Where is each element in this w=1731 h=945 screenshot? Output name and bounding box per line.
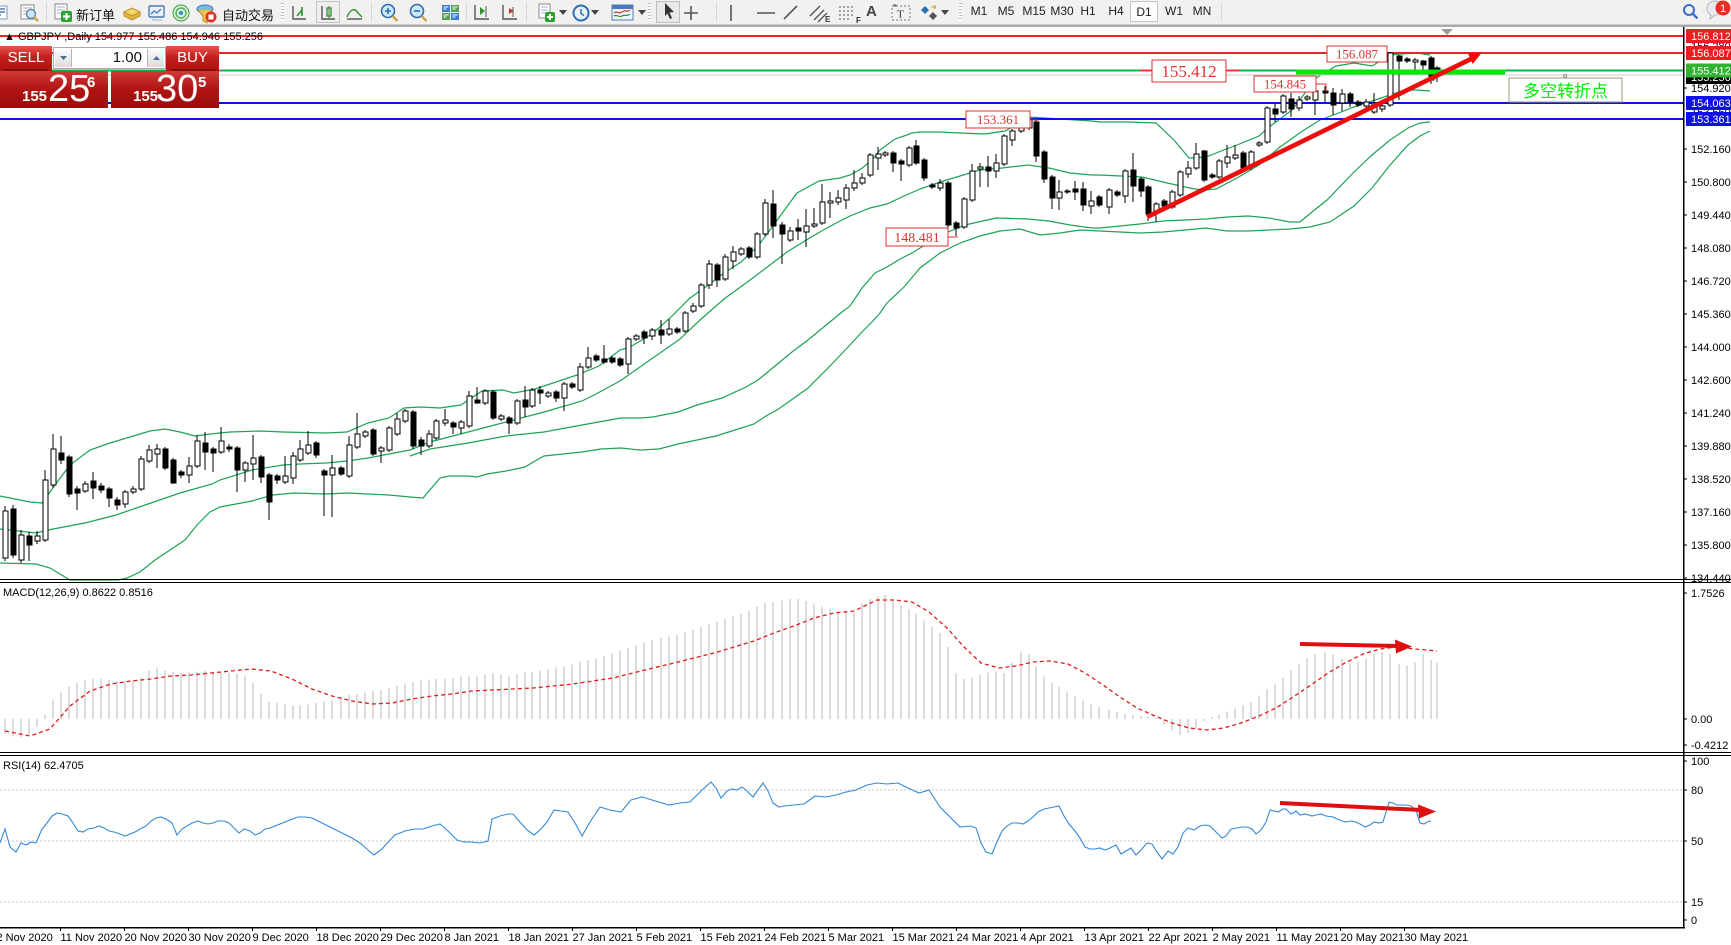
- svg-text:0.00: 0.00: [1691, 714, 1712, 726]
- svg-text:24 Mar 2021: 24 Mar 2021: [957, 932, 1019, 944]
- svg-text:154.920: 154.920: [1691, 83, 1731, 95]
- svg-text:134.440: 134.440: [1691, 573, 1731, 585]
- svg-text:139.880: 139.880: [1691, 441, 1731, 453]
- svg-text:MACD(12,26,9) 0.8622 0.8516: MACD(12,26,9) 0.8622 0.8516: [3, 587, 153, 599]
- svg-text:RSI(14) 62.4705: RSI(14) 62.4705: [3, 760, 84, 772]
- svg-text:154.063: 154.063: [1691, 98, 1731, 110]
- svg-text:4 Apr 2021: 4 Apr 2021: [1021, 932, 1074, 944]
- svg-text:30 Nov 2020: 30 Nov 2020: [189, 932, 251, 944]
- svg-text:8 Jan 2021: 8 Jan 2021: [445, 932, 499, 944]
- svg-text:149.440: 149.440: [1691, 210, 1731, 222]
- svg-text:18 Jan 2021: 18 Jan 2021: [509, 932, 570, 944]
- svg-text:30 May 2021: 30 May 2021: [1405, 932, 1469, 944]
- svg-text:2 Nov 2020: 2 Nov 2020: [0, 932, 53, 944]
- svg-text:F: F: [856, 16, 861, 24]
- svg-text:11 Nov 2020: 11 Nov 2020: [61, 932, 123, 944]
- svg-text:5 Feb 2021: 5 Feb 2021: [637, 932, 693, 944]
- svg-text:29 Dec 2020: 29 Dec 2020: [381, 932, 443, 944]
- svg-text:0: 0: [1691, 915, 1697, 927]
- svg-text:137.160: 137.160: [1691, 507, 1731, 519]
- svg-text:155.412: 155.412: [1691, 66, 1731, 78]
- svg-text:156.812: 156.812: [1691, 31, 1731, 43]
- svg-text:145.360: 145.360: [1691, 309, 1731, 321]
- svg-text:5 Mar 2021: 5 Mar 2021: [829, 932, 885, 944]
- svg-text:155.412: 155.412: [1161, 62, 1216, 81]
- svg-text:150.800: 150.800: [1691, 177, 1731, 189]
- svg-text:146.720: 146.720: [1691, 276, 1731, 288]
- svg-text:148.481: 148.481: [894, 231, 940, 246]
- svg-text:13 Apr 2021: 13 Apr 2021: [1085, 932, 1144, 944]
- svg-text:15: 15: [1691, 897, 1703, 909]
- svg-text:2 May 2021: 2 May 2021: [1213, 932, 1270, 944]
- svg-text:15 Feb 2021: 15 Feb 2021: [701, 932, 763, 944]
- svg-text:18 Dec 2020: 18 Dec 2020: [317, 932, 379, 944]
- svg-text:153.361: 153.361: [977, 112, 1019, 127]
- svg-text:11 May 2021: 11 May 2021: [1277, 932, 1340, 944]
- svg-text:153.361: 153.361: [1691, 114, 1731, 126]
- svg-text:50: 50: [1691, 836, 1703, 848]
- svg-text:-0.4212: -0.4212: [1691, 740, 1728, 752]
- svg-text:24 Feb 2021: 24 Feb 2021: [765, 932, 827, 944]
- svg-text:144.000: 144.000: [1691, 342, 1731, 354]
- svg-text:148.080: 148.080: [1691, 243, 1731, 255]
- svg-text:1: 1: [1720, 3, 1726, 15]
- svg-text:138.520: 138.520: [1691, 474, 1731, 486]
- svg-text:100: 100: [1691, 756, 1709, 768]
- svg-text:E: E: [825, 15, 831, 24]
- svg-text:20 Nov 2020: 20 Nov 2020: [125, 932, 187, 944]
- svg-text:20 May 2021: 20 May 2021: [1341, 932, 1405, 944]
- svg-text:152.160: 152.160: [1691, 144, 1731, 156]
- svg-text:135.800: 135.800: [1691, 540, 1731, 552]
- svg-text:142.600: 142.600: [1691, 375, 1731, 387]
- svg-text:15 Mar 2021: 15 Mar 2021: [893, 932, 955, 944]
- svg-text:27 Jan 2021: 27 Jan 2021: [573, 932, 634, 944]
- svg-text:141.240: 141.240: [1691, 408, 1731, 420]
- svg-text:1.7526: 1.7526: [1691, 588, 1725, 600]
- svg-text:9 Dec 2020: 9 Dec 2020: [253, 932, 309, 944]
- svg-text:多空转折点: 多空转折点: [1523, 82, 1608, 101]
- svg-text:22 Apr 2021: 22 Apr 2021: [1149, 932, 1208, 944]
- svg-text:80: 80: [1691, 785, 1703, 797]
- svg-text:156.087: 156.087: [1336, 47, 1379, 62]
- svg-text:T: T: [897, 9, 904, 21]
- svg-text:156.087: 156.087: [1691, 48, 1731, 60]
- svg-text:154.845: 154.845: [1264, 77, 1306, 92]
- svg-text:▲ GBPJPY ,Daily 154.977 155.4: ▲ GBPJPY ,Daily 154.977 155.486 154.946 …: [4, 31, 263, 43]
